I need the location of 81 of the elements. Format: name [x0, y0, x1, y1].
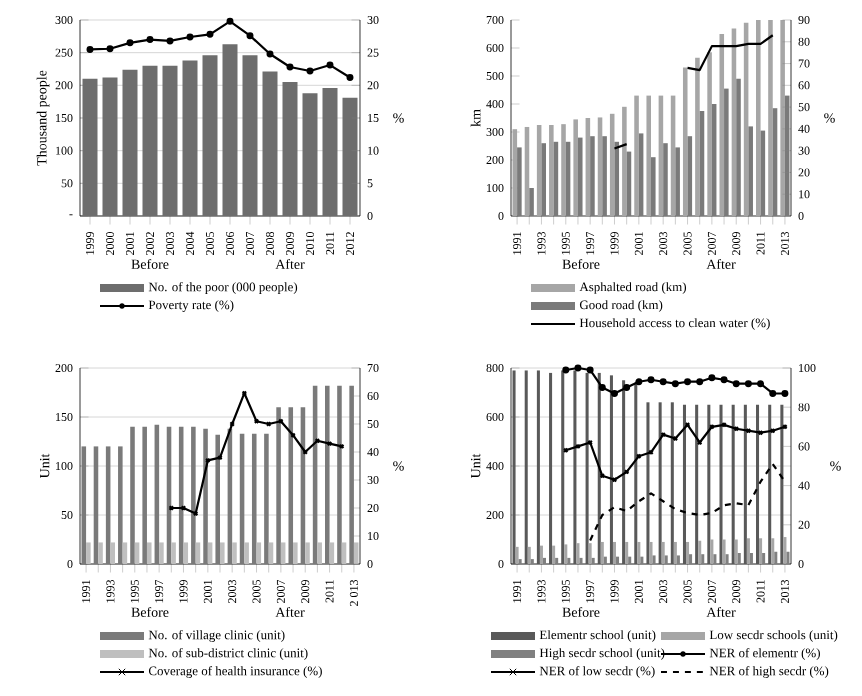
bar — [634, 95, 639, 216]
point — [635, 378, 643, 386]
bar — [280, 542, 286, 564]
point — [146, 36, 154, 44]
bar — [195, 542, 201, 564]
point — [781, 389, 789, 397]
bar — [122, 69, 138, 216]
bar — [232, 542, 237, 564]
bar — [756, 20, 761, 216]
point — [659, 378, 667, 386]
bar — [146, 542, 152, 564]
point — [623, 384, 631, 392]
point — [744, 380, 752, 388]
bar — [98, 542, 103, 564]
bar — [305, 542, 310, 564]
point — [598, 384, 606, 392]
bar — [549, 125, 554, 216]
point — [610, 389, 618, 397]
bar — [646, 95, 652, 216]
bar — [162, 65, 178, 216]
bar — [102, 77, 118, 216]
bar — [182, 60, 198, 216]
point — [86, 45, 94, 53]
point — [286, 63, 294, 71]
bar — [341, 542, 347, 564]
point — [708, 374, 716, 382]
bar — [207, 542, 213, 564]
point — [586, 366, 594, 374]
point — [326, 61, 334, 69]
bar — [329, 542, 335, 564]
bar — [282, 82, 298, 216]
bar — [82, 78, 98, 216]
point — [106, 45, 114, 53]
point — [126, 39, 134, 47]
point — [720, 376, 728, 384]
bar — [682, 67, 688, 216]
bar — [256, 542, 262, 564]
point — [562, 366, 570, 374]
bar — [768, 20, 773, 216]
point — [186, 33, 194, 41]
bar — [86, 542, 91, 564]
bar — [242, 55, 258, 216]
point — [266, 50, 274, 58]
bar — [202, 55, 218, 216]
point — [647, 376, 655, 384]
bar — [707, 52, 712, 216]
bar — [110, 542, 115, 564]
point — [732, 380, 740, 388]
point — [166, 37, 174, 45]
point — [226, 17, 234, 25]
point — [684, 378, 692, 386]
bar — [573, 119, 578, 216]
bar — [171, 542, 176, 564]
point — [757, 380, 765, 388]
bar — [142, 65, 158, 216]
line-series — [589, 462, 787, 542]
bar — [222, 44, 238, 216]
point — [671, 380, 679, 388]
bar — [719, 34, 725, 216]
bar — [262, 71, 278, 216]
point — [246, 32, 254, 40]
bar — [322, 87, 338, 216]
point — [696, 378, 704, 386]
bar — [622, 106, 627, 216]
bar — [122, 542, 128, 564]
bar — [561, 124, 566, 216]
bar — [183, 542, 189, 564]
point — [769, 389, 777, 397]
bar — [220, 542, 225, 564]
bar — [317, 542, 322, 564]
bar — [293, 542, 298, 564]
point — [346, 73, 354, 81]
point — [306, 67, 314, 75]
bar — [159, 542, 164, 564]
point — [206, 30, 214, 38]
point — [574, 364, 582, 372]
bar — [244, 542, 249, 564]
bar — [302, 93, 318, 216]
bar — [780, 20, 785, 216]
bar — [342, 97, 358, 216]
bar — [695, 57, 700, 216]
